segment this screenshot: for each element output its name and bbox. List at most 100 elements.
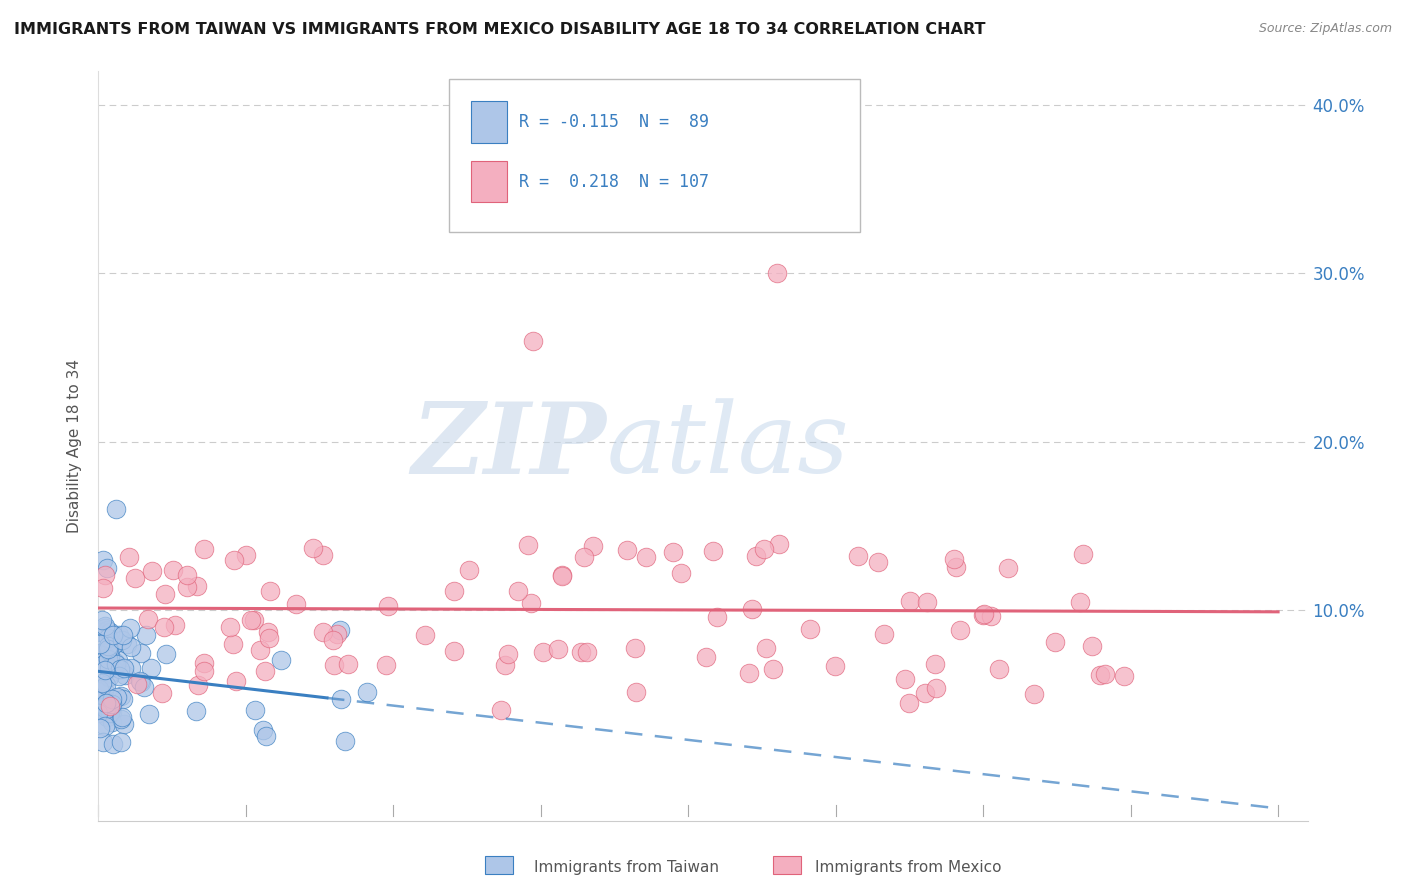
- Point: [91, 552, 114, 566]
- Point: [94, 663, 117, 677]
- Point: [186, 579, 208, 593]
- Point: [915, 595, 938, 609]
- Point: [98, 670, 121, 684]
- Point: [745, 549, 768, 563]
- Point: [325, 626, 347, 640]
- Point: [489, 703, 512, 717]
- Point: [799, 622, 821, 636]
- Text: Immigrants from Mexico: Immigrants from Mexico: [815, 860, 1002, 874]
- Point: [96, 710, 118, 724]
- Point: [457, 563, 479, 577]
- Point: [153, 620, 176, 634]
- Point: [193, 541, 215, 556]
- Point: [1069, 595, 1091, 609]
- Point: [98, 699, 121, 714]
- Point: [96, 561, 118, 575]
- Point: [754, 542, 776, 557]
- Point: [176, 581, 198, 595]
- Point: [91, 581, 114, 595]
- Point: [141, 661, 163, 675]
- Point: [259, 584, 281, 599]
- Point: [249, 643, 271, 657]
- Point: [737, 666, 759, 681]
- Point: [973, 607, 995, 622]
- Point: [846, 549, 869, 563]
- Point: [87, 682, 110, 697]
- Point: [550, 568, 572, 582]
- Point: [93, 735, 115, 749]
- Point: [162, 563, 184, 577]
- Y-axis label: Disability Age 18 to 34: Disability Age 18 to 34: [67, 359, 83, 533]
- Bar: [471, 161, 508, 202]
- Point: [100, 691, 122, 706]
- Point: [127, 677, 149, 691]
- Text: Source: ZipAtlas.com: Source: ZipAtlas.com: [1258, 22, 1392, 36]
- Point: [97, 641, 120, 656]
- Point: [186, 704, 208, 718]
- Point: [768, 537, 790, 551]
- Point: [706, 610, 728, 624]
- Point: [94, 621, 117, 635]
- Point: [193, 664, 215, 678]
- Point: [135, 628, 157, 642]
- Point: [90, 613, 112, 627]
- Point: [572, 550, 595, 565]
- Point: [91, 645, 114, 659]
- Point: [111, 628, 134, 642]
- Point: [110, 712, 132, 726]
- Point: [669, 566, 692, 580]
- Point: [163, 618, 186, 632]
- Point: [120, 661, 142, 675]
- Point: [105, 502, 128, 516]
- Point: [100, 660, 122, 674]
- Point: [222, 637, 245, 651]
- Point: [89, 703, 111, 717]
- Point: [225, 674, 247, 689]
- Point: [522, 334, 544, 348]
- Point: [1094, 666, 1116, 681]
- Point: [129, 675, 152, 690]
- Point: [547, 641, 569, 656]
- Point: [91, 693, 114, 707]
- Point: [89, 637, 111, 651]
- Point: [443, 644, 465, 658]
- Point: [519, 596, 541, 610]
- Point: [949, 623, 972, 637]
- FancyBboxPatch shape: [449, 78, 860, 233]
- Point: [245, 703, 267, 717]
- Bar: [485, 856, 513, 874]
- Point: [105, 657, 128, 672]
- Point: [335, 734, 357, 748]
- Point: [284, 597, 307, 611]
- Point: [997, 561, 1019, 575]
- Point: [111, 632, 134, 647]
- Point: [101, 705, 124, 719]
- Point: [943, 551, 966, 566]
- Point: [100, 701, 122, 715]
- Point: [97, 652, 120, 666]
- Point: [107, 628, 129, 642]
- Point: [494, 657, 516, 672]
- Point: [972, 608, 994, 623]
- Point: [924, 657, 946, 671]
- Point: [115, 637, 138, 651]
- Point: [765, 267, 787, 281]
- Point: [93, 698, 115, 712]
- Point: [762, 662, 785, 676]
- Text: R =  0.218  N = 107: R = 0.218 N = 107: [519, 172, 709, 191]
- Point: [114, 668, 136, 682]
- Point: [235, 548, 257, 562]
- Point: [312, 548, 335, 562]
- Point: [97, 667, 120, 681]
- Point: [945, 559, 967, 574]
- Point: [120, 640, 142, 655]
- Point: [1081, 639, 1104, 653]
- Point: [187, 678, 209, 692]
- Point: [322, 632, 344, 647]
- Point: [129, 646, 152, 660]
- Point: [824, 658, 846, 673]
- Point: [1071, 547, 1094, 561]
- Point: [152, 686, 174, 700]
- Point: [110, 689, 132, 703]
- Point: [87, 706, 110, 721]
